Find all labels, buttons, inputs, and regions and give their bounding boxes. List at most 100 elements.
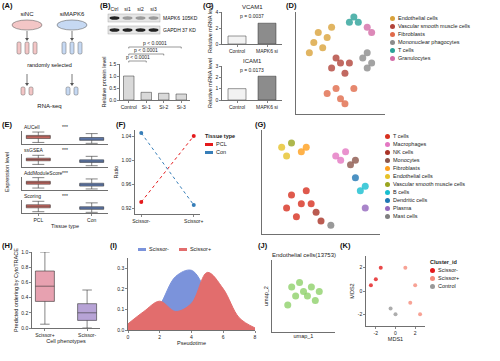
svg-text:0.5: 0.5 — [109, 85, 116, 91]
svg-text:(D): (D) — [286, 1, 297, 10]
svg-text:Control: Control — [229, 48, 245, 54]
svg-text:0.0: 0.0 — [109, 97, 116, 103]
svg-text:AddModuleScore: AddModuleScore — [24, 170, 63, 176]
svg-text:2: 2 — [414, 330, 417, 336]
svg-text:Si-1: Si-1 — [142, 104, 151, 110]
svg-text:0.1: 0.1 — [117, 306, 124, 312]
svg-text:1.5: 1.5 — [109, 61, 116, 67]
svg-text:MDS1: MDS1 — [388, 336, 403, 342]
svg-text:umap_2: umap_2 — [263, 286, 269, 306]
svg-text:1: 1 — [216, 85, 219, 91]
svg-text:0.96: 0.96 — [122, 181, 132, 187]
svg-text:2: 2 — [158, 334, 161, 340]
svg-text:2: 2 — [216, 74, 219, 80]
svg-text:MDS2: MDS2 — [349, 283, 355, 298]
svg-text:(H): (H) — [2, 241, 13, 250]
svg-text:-2: -2 — [358, 311, 363, 317]
svg-text:MAPK6: MAPK6 — [163, 15, 180, 21]
svg-text:0.4: 0.4 — [21, 294, 28, 300]
svg-text:***: *** — [62, 147, 68, 153]
svg-text:(C): (C) — [203, 1, 214, 10]
svg-text:8: 8 — [254, 334, 257, 340]
svg-text:Cell phenotypes: Cell phenotypes — [46, 338, 86, 344]
svg-text:Endothelial cells(13753): Endothelial cells(13753) — [272, 252, 336, 258]
svg-text:***: *** — [62, 193, 68, 199]
svg-text:ssGSEA: ssGSEA — [24, 147, 44, 153]
svg-text:Expression level: Expression level — [4, 152, 10, 192]
svg-text:Relative mRNA level: Relative mRNA level — [207, 3, 213, 53]
svg-text:3: 3 — [216, 63, 219, 69]
svg-text:Ratio: Ratio — [113, 166, 119, 179]
svg-text:1.0: 1.0 — [109, 73, 116, 79]
svg-text:(I): (I) — [110, 241, 118, 250]
svg-text:(B): (B) — [100, 1, 111, 10]
svg-text:-2: -2 — [374, 330, 379, 336]
svg-text:siNC: siNC — [21, 11, 35, 17]
svg-text:MAPK6 si: MAPK6 si — [256, 104, 278, 110]
svg-text:Control: Control — [229, 104, 245, 110]
svg-text:si2: si2 — [137, 6, 144, 12]
svg-text:Scissor-: Scissor- — [78, 332, 96, 338]
svg-text:VCAM1: VCAM1 — [242, 4, 263, 10]
svg-text:Con: Con — [87, 217, 96, 223]
svg-text:si1: si1 — [124, 6, 131, 12]
svg-text:0.2: 0.2 — [117, 286, 124, 292]
svg-text:Pseudotime: Pseudotime — [177, 340, 206, 346]
svg-text:Tissue type: Tissue type — [51, 223, 79, 229]
svg-text:0: 0 — [216, 41, 219, 47]
svg-text:0.3: 0.3 — [117, 265, 124, 271]
svg-text:0.92: 0.92 — [122, 205, 132, 211]
svg-text:Si-3: Si-3 — [177, 104, 186, 110]
svg-text:p = 0.0037: p = 0.0037 — [240, 13, 264, 19]
svg-text:0.0: 0.0 — [117, 327, 124, 333]
svg-text:Scoring: Scoring — [24, 193, 41, 199]
svg-text:Control: Control — [121, 104, 137, 110]
svg-text:Scissor+: Scissor+ — [35, 332, 54, 338]
svg-text:1.04: 1.04 — [122, 133, 132, 139]
svg-text:1.0: 1.0 — [21, 249, 28, 255]
svg-text:0: 0 — [216, 97, 219, 103]
svg-text:0: 0 — [394, 330, 397, 336]
svg-text:MAPK6 si: MAPK6 si — [256, 48, 278, 54]
svg-text:PCL: PCL — [33, 217, 43, 223]
svg-text:Relative protein level: Relative protein level — [101, 56, 107, 107]
svg-text:(G): (G) — [255, 120, 266, 129]
svg-text:0: 0 — [360, 288, 363, 294]
svg-text:(J): (J) — [258, 241, 268, 250]
svg-text:***: *** — [62, 124, 68, 130]
svg-text:6: 6 — [222, 334, 225, 340]
svg-text:1.00: 1.00 — [122, 157, 132, 163]
svg-text:0.0: 0.0 — [21, 325, 28, 331]
svg-text:(E): (E) — [2, 120, 13, 129]
svg-text:RNA-seq: RNA-seq — [37, 103, 61, 109]
svg-text:Ctrl: Ctrl — [111, 6, 119, 12]
svg-text:siMAPK6: siMAPK6 — [60, 11, 85, 17]
svg-text:Scissor-: Scissor- — [132, 218, 150, 224]
svg-text:si3: si3 — [150, 6, 157, 12]
svg-text:(F): (F) — [116, 120, 126, 129]
svg-text:p < 0.0001: p < 0.0001 — [134, 47, 158, 53]
svg-text:AUCell: AUCell — [24, 124, 40, 130]
svg-text:Si-2: Si-2 — [159, 104, 168, 110]
svg-text:Relative mRNA level: Relative mRNA level — [207, 58, 213, 108]
svg-text:2: 2 — [216, 25, 219, 31]
svg-text:umap_1: umap_1 — [294, 333, 314, 339]
svg-text:2: 2 — [360, 264, 363, 270]
svg-text:***: *** — [62, 170, 68, 176]
svg-text:randomly selected: randomly selected — [27, 62, 72, 68]
svg-text:0.2: 0.2 — [21, 310, 28, 316]
svg-text:4: 4 — [190, 334, 193, 340]
svg-text:p < 0.0001: p < 0.0001 — [126, 54, 150, 60]
svg-text:Scissor+: Scissor+ — [184, 218, 203, 224]
svg-text:37 KD: 37 KD — [182, 27, 196, 33]
svg-text:Predicted ordering by CytoTRAC: Predicted ordering by CytoTRACE — [13, 248, 19, 332]
svg-text:0.8: 0.8 — [21, 264, 28, 270]
svg-text:105KD: 105KD — [182, 15, 198, 21]
svg-text:(A): (A) — [2, 1, 13, 10]
svg-text:GAPDH: GAPDH — [163, 27, 181, 33]
svg-text:p < 0.0001: p < 0.0001 — [143, 40, 167, 46]
svg-text:(K): (K) — [340, 241, 351, 250]
svg-text:0: 0 — [127, 334, 130, 340]
svg-text:p = 0.0173: p = 0.0173 — [240, 67, 264, 73]
svg-text:4: 4 — [216, 9, 219, 15]
